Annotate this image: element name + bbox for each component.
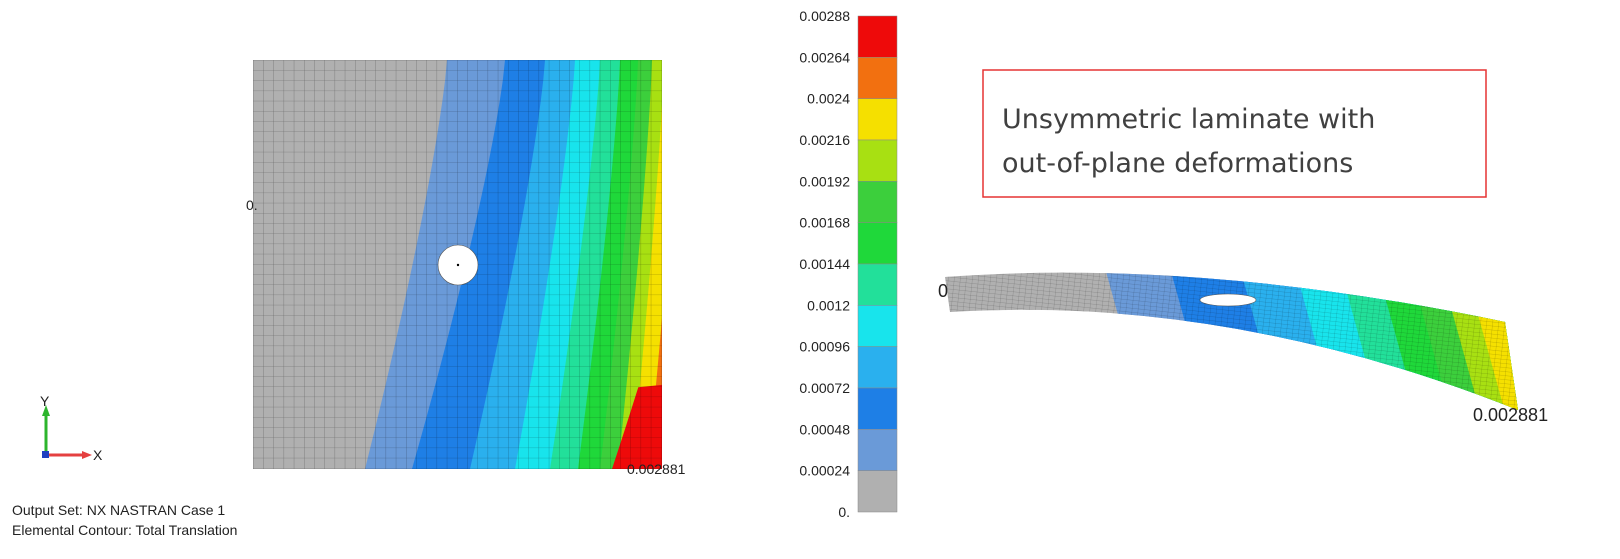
legend-label: 0.0012 (807, 297, 850, 313)
hole (1199, 293, 1257, 307)
legend-label: 0.00288 (799, 8, 850, 24)
legend-label: 0.00144 (799, 256, 850, 272)
annotation-text: out-of-plane deformations (1002, 148, 1353, 179)
legend-band (857, 305, 898, 347)
legend-label: 0.00072 (799, 380, 850, 396)
axis-triad: Y X (40, 393, 103, 463)
deformed-contour (945, 272, 1518, 410)
legend-band (857, 57, 898, 99)
min-label: 0. (246, 197, 258, 213)
legend-label: 0.00024 (799, 463, 850, 479)
annotation-box (982, 69, 1487, 198)
legend-label: 0.00168 (799, 215, 850, 231)
min-label: 0 (938, 281, 948, 301)
legend-label: 0.00216 (799, 132, 850, 148)
hole (437, 244, 479, 286)
legend-label: 0.00192 (799, 173, 850, 189)
max-label: 0.002881 (1473, 405, 1548, 425)
max-label: 0.002881 (627, 461, 686, 477)
legend-band (857, 470, 898, 513)
legend-band (857, 15, 898, 58)
legend-band (857, 263, 898, 306)
legend-band (857, 346, 898, 389)
legend-label: 0.00096 (799, 339, 850, 355)
legend-band (857, 429, 898, 471)
legend-band (857, 139, 898, 182)
mesh (945, 272, 1518, 410)
legend-label: 0. (838, 504, 850, 520)
legend: 0.00288 0.00264 0.0024 0.00216 0.00192 0.0016… (799, 8, 898, 520)
legend-band (857, 98, 898, 141)
annotation-text: Unsymmetric laminate with (1002, 104, 1375, 135)
axis-y-label: Y (40, 393, 50, 409)
legend-label: 0.0024 (807, 91, 850, 107)
legend-label: 0.00264 (799, 49, 850, 65)
info-line: Output Set: NX NASTRAN Case 1 (12, 502, 225, 518)
info-line: Elemental Contour: Total Translation (12, 522, 237, 538)
legend-band (857, 181, 898, 223)
axis-x-label: X (93, 447, 103, 463)
band (1506, 272, 1518, 410)
legend-label: 0.00048 (799, 421, 850, 437)
legend-band (857, 387, 898, 430)
legend-band (857, 222, 898, 265)
